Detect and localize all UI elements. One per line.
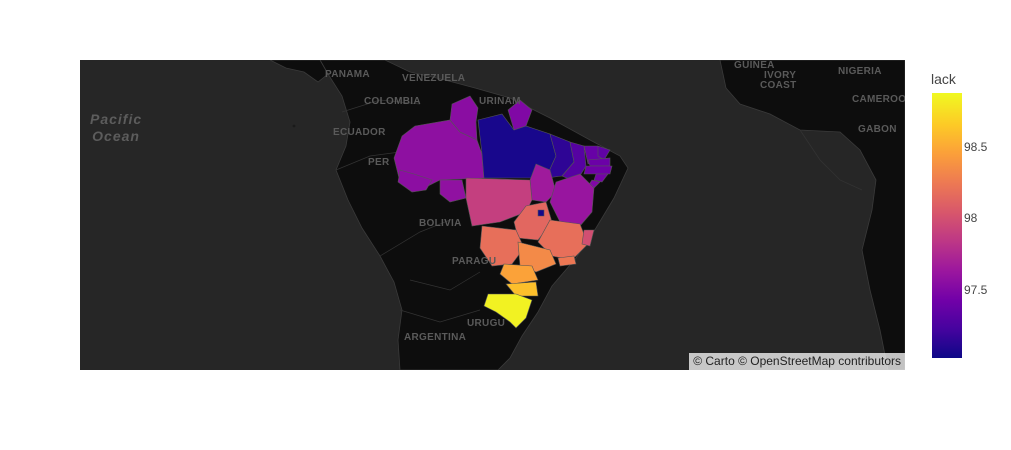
basemap-borders (335, 99, 863, 323)
border-line (799, 129, 863, 191)
state-espirito-santo[interactable] (581, 229, 595, 247)
border-line (341, 99, 421, 113)
state-amapa[interactable] (507, 99, 533, 131)
colorbar-tick-label: 98.5 (964, 140, 988, 155)
country-label-panama: PANAMA (325, 69, 370, 80)
state-alagoas[interactable] (593, 173, 609, 183)
country-label-nigeria: NIGERIA (838, 66, 882, 77)
state-bahia[interactable] (549, 173, 595, 227)
ocean-label-pacific: Pacific Ocean (90, 111, 142, 145)
colorbar (932, 93, 962, 358)
country-label-peru: PER (368, 157, 390, 168)
colorbar-tick-label: 98 (964, 211, 978, 226)
border-line (379, 219, 451, 257)
state-mato-grosso-do-sul[interactable] (479, 225, 525, 267)
state-mato-grosso[interactable] (465, 177, 533, 227)
ocean-label-line: Ocean (92, 128, 140, 144)
country-label-guinea: GUINEA (734, 60, 775, 71)
map-view[interactable]: Pacific Ocean PANAMA VENEZUELA COLOMBIA … (80, 60, 905, 370)
state-santa-catarina[interactable] (505, 281, 539, 297)
country-label-bolivia: BOLIVIA (419, 218, 462, 229)
country-label-gabon: GABON (858, 124, 897, 135)
state-roraima[interactable] (449, 95, 479, 141)
country-label-argentina: ARGENTINA (404, 332, 467, 343)
state-pernambuco[interactable] (583, 165, 613, 175)
country-label-colombia: COLOMBIA (364, 96, 421, 107)
country-label-paraguay: PARAGU (452, 256, 497, 267)
land-central-america (269, 60, 329, 83)
state-rondonia[interactable] (439, 179, 467, 203)
state-distrito-federal[interactable] (537, 209, 545, 217)
map-canvas[interactable] (80, 60, 905, 370)
country-label-venezuela: VENEZUELA (402, 73, 466, 84)
state-parana[interactable] (499, 263, 539, 285)
map-attribution[interactable]: © Carto © OpenStreetMap contributors (689, 353, 905, 370)
colorbar-tick-label: 97.5 (964, 282, 988, 297)
land-africa (719, 60, 905, 370)
ocean-label-line: Pacific (90, 111, 143, 127)
state-rio-de-janeiro[interactable] (557, 255, 577, 267)
border-line (399, 309, 481, 323)
country-label-cameroon: CAMEROO (852, 94, 905, 105)
state-rio-grande-do-sul[interactable] (483, 293, 533, 329)
country-label-ivory: IVORY (764, 70, 797, 81)
choropleth-brazil-states (393, 95, 613, 329)
state-acre[interactable] (397, 169, 433, 193)
country-label-coast: COAST (760, 80, 797, 91)
colorbar-title: lack (931, 71, 956, 87)
country-label-uruguay: URUGU (467, 318, 506, 329)
country-label-ecuador: ECUADOR (333, 127, 386, 138)
state-sao-paulo[interactable] (517, 241, 557, 273)
border-line (409, 271, 481, 291)
country-label-suriname: URINAM (479, 96, 521, 107)
border-line (335, 151, 401, 171)
island-galapagos (292, 124, 296, 128)
